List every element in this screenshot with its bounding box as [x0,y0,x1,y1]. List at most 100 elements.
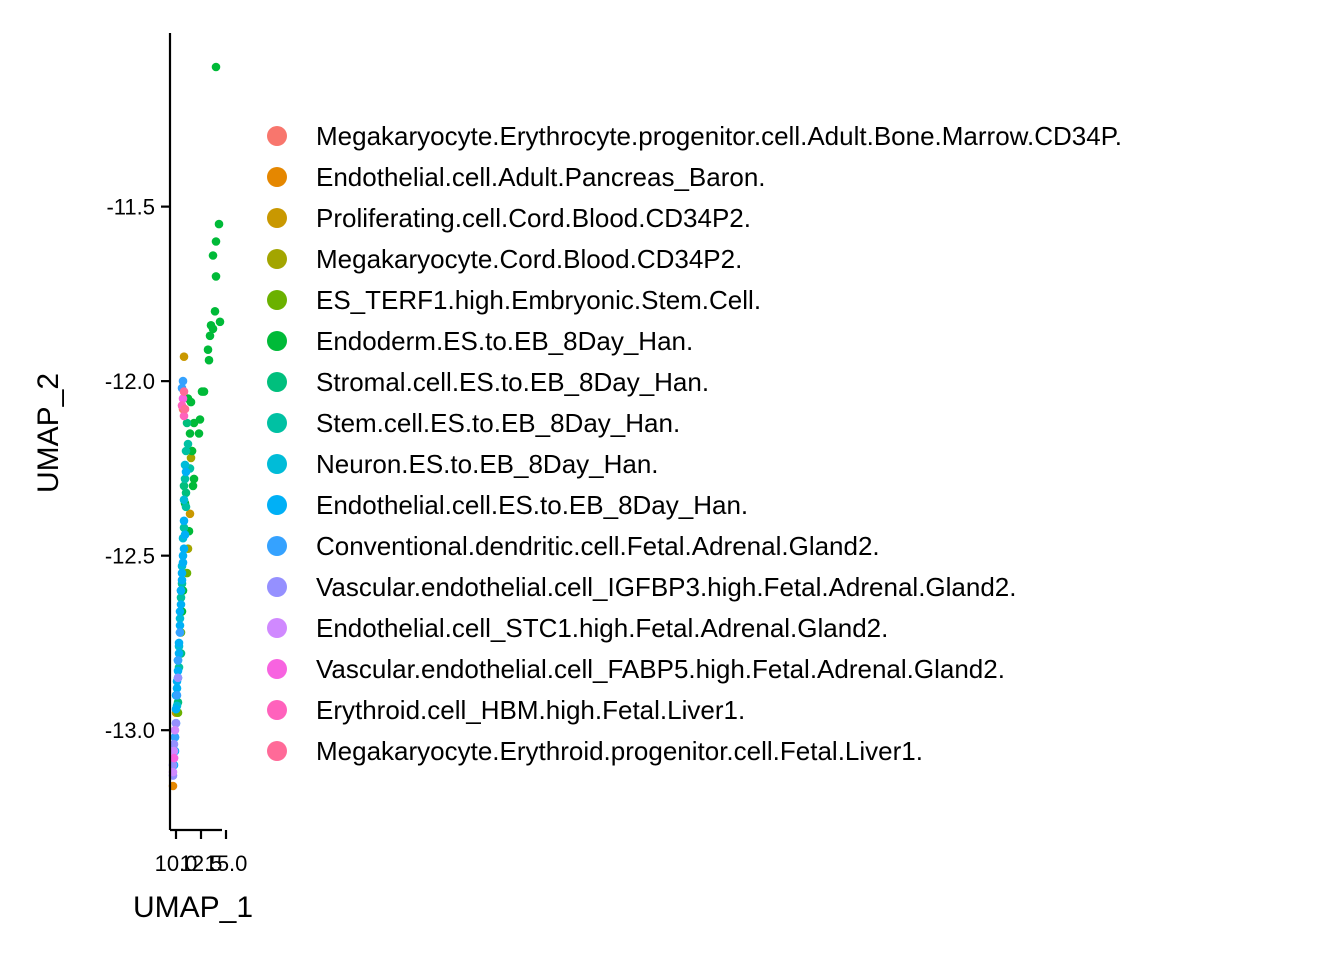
legend-label: Vascular.endothelial.cell_FABP5.high.Fet… [316,654,1005,684]
data-point [215,317,225,327]
data-point [169,746,179,756]
legend-label: Endothelial.cell.ES.to.EB_8Day_Han. [316,490,748,520]
data-point [214,219,224,229]
data-point [175,628,185,637]
data-point [186,397,196,407]
legend-item: Neuron.ES.to.EB_8Day_Han. [267,449,659,479]
data-point [183,439,193,449]
data-point [169,753,179,763]
legend-item: Vascular.endothelial.cell_FABP5.high.Fet… [267,654,1005,684]
data-point [177,575,187,585]
data-point [170,725,180,735]
legend-label: Endothelial.cell_STC1.high.Fetal.Adrenal… [316,613,888,643]
data-point [211,62,221,72]
legend-key [267,208,287,228]
y-axis-title: UMAP_2 [32,373,65,493]
data-point [181,467,191,477]
data-point [175,614,185,623]
legend-key [267,495,287,515]
legend-item: Megakaryocyte.Erythroid.progenitor.cell.… [267,736,923,766]
data-point [211,237,221,246]
data-point [203,345,213,355]
data-point [172,691,182,700]
legend-item: Proliferating.cell.Cord.Blood.CD34P2. [267,203,751,233]
legend-label: Endothelial.cell.Adult.Pancreas_Baron. [316,162,766,192]
legend-key [267,741,287,761]
data-point [211,272,221,281]
data-point [173,673,183,683]
legend-key [267,331,287,351]
data-point [188,481,198,491]
data-point [179,523,189,532]
legend-item: Megakaryocyte.Cord.Blood.CD34P2. [267,244,742,274]
x-tick-label: 12.5 [180,851,223,876]
data-point [180,474,190,484]
data-point [181,502,191,512]
data-point [210,307,220,316]
data-point [204,355,214,365]
legend-item: Conventional.dendritic.cell.Fetal.Adrena… [267,531,880,561]
y-tick-label: -13.0 [105,718,155,743]
legend-label: Erythroid.cell_HBM.high.Fetal.Liver1. [316,695,745,725]
data-point [170,732,180,742]
y-tick-label: -12.5 [105,544,155,569]
data-point [179,481,189,491]
data-point [182,418,192,428]
data-point [205,331,215,341]
y-tick-label: -12.0 [105,369,155,394]
data-point [181,446,191,456]
legend-item: Endothelial.cell.Adult.Pancreas_Baron. [267,162,766,192]
data-point [177,568,187,578]
data-point [189,474,199,484]
legend-label: Neuron.ES.to.EB_8Day_Han. [316,449,659,479]
legend-item: Stromal.cell.ES.to.EB_8Day_Han. [267,367,709,397]
legend-item: Endothelial.cell_STC1.high.Fetal.Adrenal… [267,613,888,643]
legend-label: Endoderm.ES.to.EB_8Day_Han. [316,326,693,356]
legend-key [267,249,287,269]
data-point [176,593,186,602]
data-point [174,649,184,658]
y-tick-label: -11.5 [106,195,155,220]
data-point [178,558,188,567]
data-point [173,656,183,665]
x-axis-title: UMAP_1 [133,891,253,924]
legend-label: Vascular.endothelial.cell_IGFBP3.high.Fe… [316,572,1017,602]
data-point [179,516,189,526]
data-point [186,453,196,463]
legend-item: Endothelial.cell.ES.to.EB_8Day_Han. [267,490,748,520]
data-point [171,704,181,714]
legend-key [267,454,287,474]
legend-item: Erythroid.cell_HBM.high.Fetal.Liver1. [267,695,745,725]
legend-key [267,577,287,597]
data-point [179,387,189,396]
legend: Megakaryocyte.Erythrocyte.progenitor.cel… [267,121,1122,766]
x-tick-label: 10.0 [155,851,198,876]
data-point [195,415,205,424]
data-point [185,509,195,519]
legend-key [267,372,287,392]
data-point [176,600,186,609]
data-point [178,394,188,403]
data-point [179,411,189,421]
data-point [173,666,183,676]
legend-label: Stromal.cell.ES.to.EB_8Day_Han. [316,367,709,397]
data-point [169,739,179,749]
data-point [185,429,195,438]
data-point [208,324,218,334]
legend-key [267,413,287,433]
legend-key [267,290,287,310]
data-point [178,551,188,560]
data-point [171,718,181,728]
legend-item: Megakaryocyte.Erythrocyte.progenitor.cel… [267,121,1122,151]
legend-item: Endoderm.ES.to.EB_8Day_Han. [267,326,693,356]
data-point [187,446,197,456]
data-point [179,352,189,362]
legend-item: Vascular.endothelial.cell_IGFBP3.high.Fe… [267,572,1017,602]
data-point [180,530,190,539]
legend-label: Megakaryocyte.Cord.Blood.CD34P2. [316,244,742,274]
legend-key [267,618,287,638]
legend-label: ES_TERF1.high.Embryonic.Stem.Cell. [316,285,761,315]
data-point [179,495,189,505]
